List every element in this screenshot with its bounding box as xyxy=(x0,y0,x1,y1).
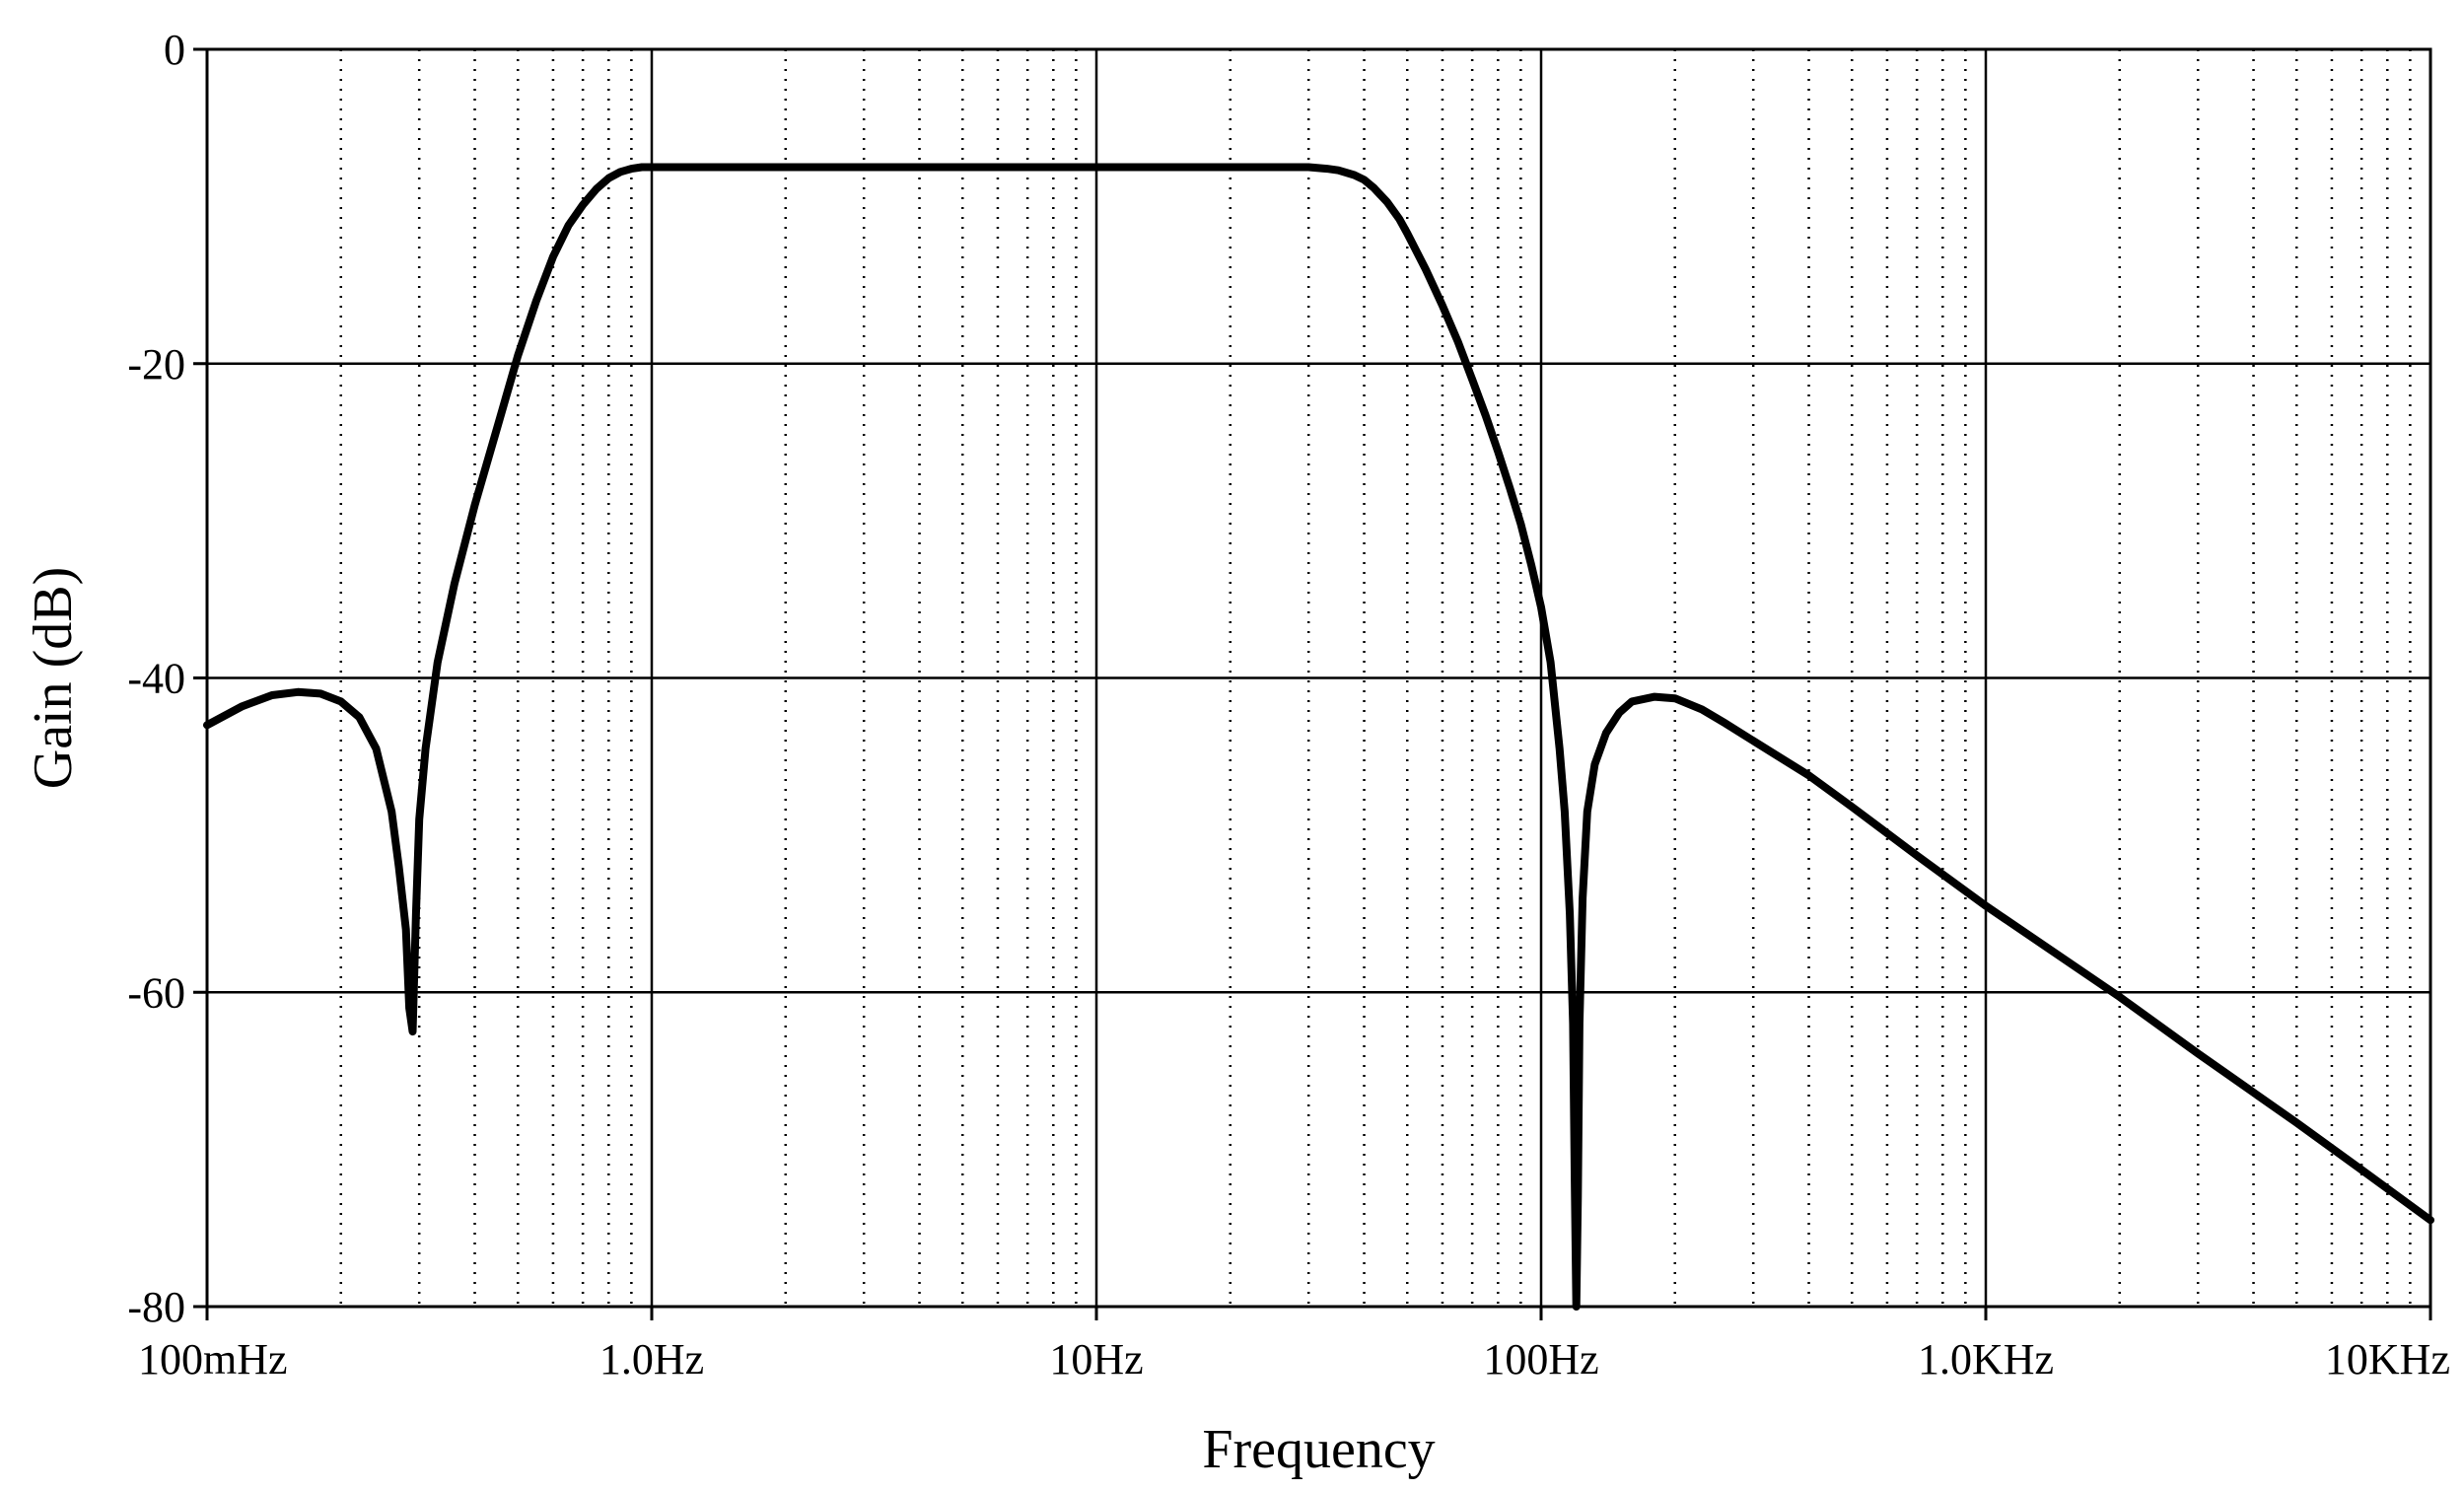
x-tick-label: 1.0KHz xyxy=(1918,1335,2054,1384)
y-tick-label: 0 xyxy=(164,26,185,74)
series-line xyxy=(203,163,2434,1311)
y-tick-labels: 0 -20 -40 -60 -80 xyxy=(127,26,185,1331)
y-tick-label: -20 xyxy=(127,340,185,389)
x-tick-labels: 100mHz 1.0Hz 10Hz 100Hz 1.0KHz 10KHz xyxy=(138,1335,2450,1384)
major-gridlines xyxy=(205,47,2432,1309)
y-tick-label: -80 xyxy=(127,1283,185,1331)
x-axis-label: Frequency xyxy=(1202,1419,1435,1480)
y-tick-label: -60 xyxy=(127,968,185,1017)
x-tick-label: 100Hz xyxy=(1483,1335,1598,1384)
y-axis-label: Gain (dB) xyxy=(23,567,84,790)
y-tick-label: -40 xyxy=(127,655,185,703)
tick-marks xyxy=(193,47,2432,1320)
x-tick-label: 1.0Hz xyxy=(599,1335,704,1384)
series-layer xyxy=(203,163,2434,1311)
x-tick-label: 100mHz xyxy=(138,1335,288,1384)
x-tick-label: 10KHz xyxy=(2325,1335,2450,1384)
x-tick-label: 10Hz xyxy=(1049,1335,1143,1384)
